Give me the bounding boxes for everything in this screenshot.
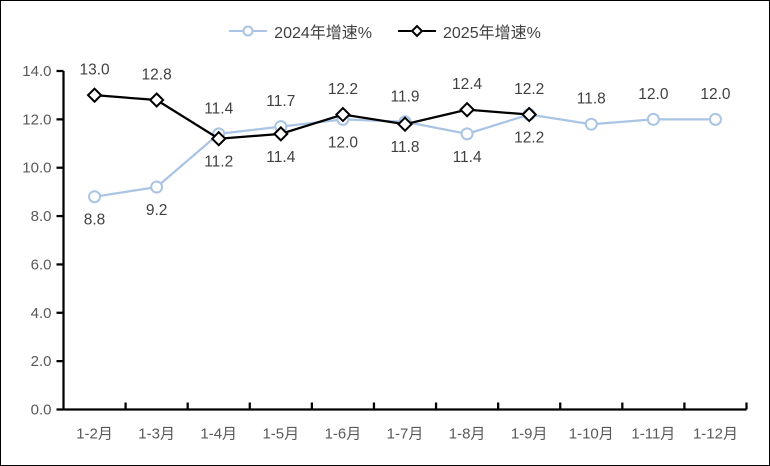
diamond-data-marker [86,87,103,104]
legend-diamond-marker-icon [398,24,436,38]
x-axis-tick-label: 1-4月 [200,426,237,443]
chart-legend: 2024年增速% 2025年增速% [1,19,769,43]
circle-marker-icon [242,25,254,37]
x-axis-tick-label: 1-9月 [511,426,548,443]
diamond-marker-icon [410,24,424,38]
legend-circle-marker-icon [229,24,268,38]
y-axis-tick-label: 6.0 [31,256,52,273]
data-label: 11.8 [390,139,419,156]
diamond-data-marker [521,106,538,123]
circle-data-marker [708,112,722,126]
diamond-data-marker [334,106,351,123]
legend-label-2024: 2024年增速% [274,25,372,42]
y-axis-tick-label: 8.0 [31,208,52,225]
data-label: 12.2 [514,81,544,98]
x-axis-tick-label: 1-6月 [325,426,362,443]
data-label: 12.0 [638,86,669,103]
data-label: 12.2 [328,81,358,98]
x-axis-tick-label: 1-11月 [631,426,675,443]
data-label: 11.4 [204,100,233,117]
x-axis-tick-label: 1-10月 [569,426,614,443]
x-axis-tick-label: 1-8月 [449,426,486,443]
x-axis-tick-label: 1-7月 [387,426,424,443]
circle-data-marker [584,117,598,131]
data-label: 13.0 [79,62,110,79]
diamond-data-marker [148,92,165,108]
circle-data-marker [88,190,102,204]
data-label: 8.8 [84,212,106,229]
data-label: 11.9 [390,88,419,105]
y-axis-tick-label: 4.0 [31,305,52,322]
legend-item-2025: 2025年增速% [398,19,541,43]
x-axis-tick-label: 1-3月 [138,426,175,443]
y-axis-tick-label: 12.0 [22,111,51,128]
x-axis-tick-label: 1-12月 [693,426,738,443]
circle-data-marker [150,180,164,194]
data-label: 11.8 [577,91,606,108]
legend-item-2024: 2024年增速% [229,19,372,43]
y-axis-tick-label: 0.0 [31,402,52,419]
y-axis-tick-label: 14.0 [22,63,51,80]
series-line [94,94,530,140]
y-axis-tick-label: 2.0 [31,353,52,370]
diamond-data-marker [210,130,227,147]
legend-label-2025: 2025年增速% [443,25,541,42]
data-label: 12.4 [452,76,483,93]
x-axis-tick-label: 1-5月 [262,426,299,443]
x-axis-tick-label: 1-2月 [76,426,113,443]
data-label: 11.4 [266,149,295,166]
data-label: 9.2 [146,202,168,219]
data-label: 12.2 [514,130,544,147]
data-label: 12.0 [700,86,731,103]
data-label: 12.0 [328,134,359,151]
diamond-data-marker [397,116,413,133]
circle-data-marker [646,112,660,126]
diamond-data-marker [459,101,476,118]
y-axis-tick-label: 10.0 [22,160,51,177]
data-label: 12.8 [142,67,172,84]
data-label: 11.7 [266,93,295,110]
diamond-data-marker [272,125,289,142]
data-label: 11.4 [453,149,482,166]
data-label: 11.2 [204,154,233,171]
circle-data-marker [460,127,474,141]
